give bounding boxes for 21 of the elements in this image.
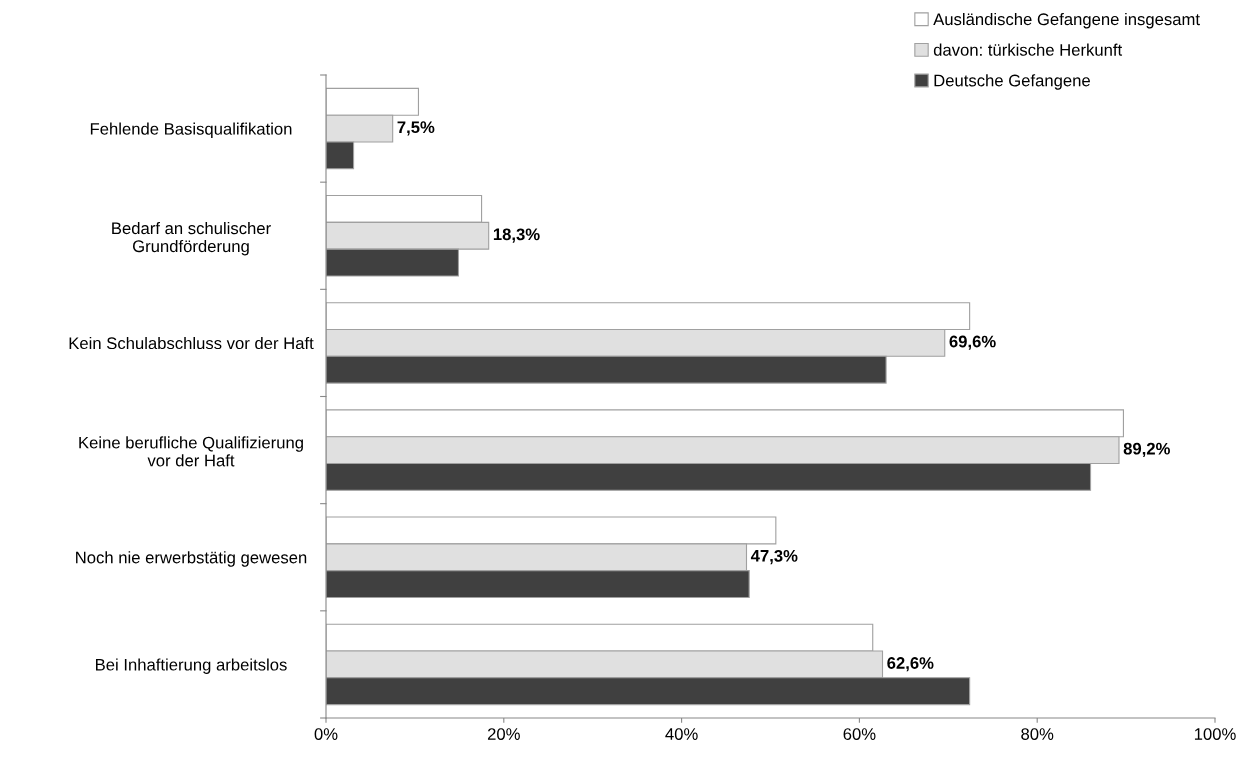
x-tick-label: 100%	[1194, 728, 1236, 740]
x-tick-label: 60%	[843, 728, 876, 740]
legend-label: Deutsche Gefangene	[934, 74, 1090, 90]
x-tick-label: 80%	[1021, 728, 1054, 740]
data-label: 62,6%	[887, 657, 934, 672]
y-tick-label: Noch nie erwerbstätig gewesen	[76, 551, 307, 567]
y-tick-label: Keine berufliche Qualifizierung vor der Haft	[79, 436, 303, 467]
x-tick-label: 40%	[665, 728, 698, 740]
y-tick-label: Bedarf an schulischer Grundförderung	[112, 221, 271, 256]
data-label: 7,5%	[397, 121, 435, 136]
x-tick-label: 0%	[314, 728, 338, 740]
data-label: 18,3%	[493, 228, 540, 243]
data-label: 89,2%	[1123, 442, 1170, 457]
x-tick-label: 20%	[487, 728, 520, 740]
data-label: 69,6%	[949, 335, 996, 350]
y-tick-label: Fehlende Basisqualifikation	[90, 122, 292, 139]
data-label: 47,3%	[750, 549, 798, 565]
legend-label: davon: türkische Herkunft	[933, 43, 1123, 56]
legend-label: Ausländische Gefangene insgesamt	[933, 12, 1200, 29]
y-tick-label: Bei Inhaftierung arbeitslos	[96, 658, 287, 674]
y-tick-label: Kein Schulabschluss vor der Haft	[69, 336, 314, 350]
